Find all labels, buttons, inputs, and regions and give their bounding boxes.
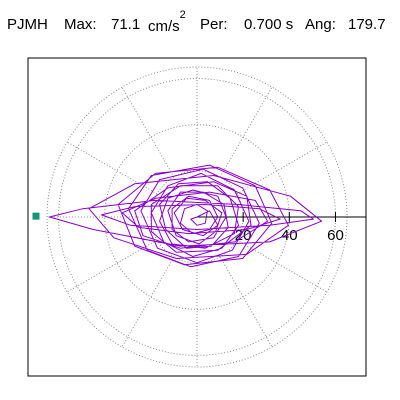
trace-group: [32, 164, 323, 268]
grid-spoke: [121, 86, 175, 178]
peak-direction-marker: [32, 212, 40, 220]
max-label: Max:: [64, 16, 97, 33]
max-unit-exponent: 2: [179, 9, 186, 21]
grid-spoke: [66, 141, 158, 195]
max-unit: cm/s2: [148, 9, 186, 35]
radial-tick-label: 20: [235, 227, 252, 244]
particle-motion-trace: [49, 164, 323, 268]
grid-spoke: [66, 239, 158, 293]
period-label: Per:: [200, 16, 228, 33]
radial-tick-label: 40: [281, 227, 298, 244]
grid-spoke: [219, 256, 273, 348]
grid-spoke: [219, 86, 273, 178]
radial-tick-label: 60: [327, 227, 344, 244]
grid-spoke: [236, 239, 328, 293]
max-unit-text: cm/s: [148, 18, 180, 35]
radial-ticks: 20 40 60: [235, 212, 344, 244]
station-code: PJMH: [7, 16, 48, 33]
grid-spoke: [236, 141, 328, 195]
angle-value: 179.7: [348, 16, 386, 33]
max-value: 71.1: [111, 16, 141, 33]
angle-label: Ang:: [305, 16, 336, 33]
grid-spoke: [121, 256, 175, 348]
period-value: 0.700 s: [244, 16, 294, 33]
